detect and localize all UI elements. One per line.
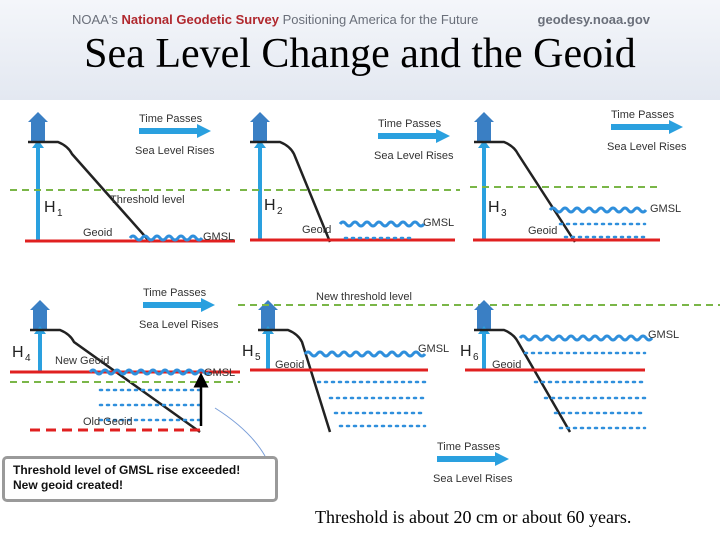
gmsl-label-2: GMSL [423, 217, 454, 229]
time-arrow-1-time: Time Passes [139, 113, 203, 125]
time-arrow-4-time: Time Passes [143, 287, 207, 299]
time-arrow-3-shaft [611, 124, 671, 130]
time-arrow-5-time: Time Passes [437, 441, 501, 453]
header-banner: NOAA's National Geodetic Survey Position… [0, 0, 720, 100]
gmsl-label-4: GMSL [204, 367, 235, 379]
threshold-callout: Threshold level of GMSL rise exceeded! N… [2, 456, 278, 502]
time-arrow-4-shaft [143, 302, 203, 308]
cliff-3 [474, 140, 577, 243]
height-label-1: H [44, 199, 56, 216]
height-label-2: H [264, 197, 276, 214]
time-arrow-1-rise: Sea Level Rises [135, 145, 215, 157]
cliff-6 [474, 328, 572, 433]
height-label-6-sub: 6 [473, 352, 479, 363]
height-arrow-2-head [254, 140, 266, 148]
caption: Threshold is about 20 cm or about 60 yea… [315, 507, 632, 527]
time-arrow-2-shaft [378, 133, 438, 139]
gmsl-wave-5 [303, 350, 427, 358]
site-url: geodesy.noaa.gov [537, 12, 650, 27]
house-icon-5 [258, 300, 278, 330]
time-arrow-4-head [201, 298, 215, 312]
time-arrow-3-head [669, 120, 683, 134]
gmsl-wave-2 [338, 220, 426, 228]
cliff-5 [258, 328, 332, 433]
height-label-2-sub: 2 [277, 206, 283, 217]
cliff-4 [30, 328, 201, 434]
new-threshold-label: New threshold level [316, 291, 412, 303]
house-icon-4 [30, 300, 50, 330]
house-icon-1 [28, 112, 48, 142]
time-arrow-2-rise: Sea Level Rises [374, 150, 454, 162]
time-arrow-1-head [197, 124, 211, 138]
agency-line: NOAA's National Geodetic Survey Position… [72, 12, 478, 27]
time-arrow-2-time: Time Passes [378, 118, 442, 130]
height-label-3: H [488, 199, 500, 216]
cliff-2 [250, 140, 332, 243]
height-label-6: H [460, 343, 472, 360]
time-arrow-3-time: Time Passes [611, 109, 675, 121]
height-label-5-sub: 5 [255, 352, 261, 363]
agency-tagline: Positioning America for the Future [282, 12, 479, 27]
new-geoid-label: New Geoid [55, 355, 109, 367]
gmsl-wave-4 [88, 368, 212, 376]
geoid-label-5: Geoid [275, 359, 304, 371]
height-arrow-1-head [32, 140, 44, 148]
old-geoid-label: Old Geoid [83, 416, 133, 428]
threshold-label: Threshold level [110, 194, 185, 206]
cliff-1 [28, 140, 151, 243]
time-arrow-3-rise: Sea Level Rises [607, 141, 687, 153]
height-label-3-sub: 3 [501, 208, 507, 219]
height-label-4: H [12, 344, 24, 361]
gmsl-label-3: GMSL [650, 203, 681, 215]
time-arrow-5-rise: Sea Level Rises [433, 473, 513, 485]
height-arrow-3-head [478, 140, 490, 148]
callout-line-2: New geoid created! [13, 478, 124, 492]
callout-line-1: Threshold level of GMSL rise exceeded! [13, 463, 241, 477]
gmsl-label-1: GMSL [203, 231, 234, 243]
geoid-label-3: Geoid [528, 225, 557, 237]
gmsl-label-6: GMSL [648, 329, 679, 341]
geoid-label-6: Geoid [492, 359, 521, 371]
time-arrow-5-shaft [437, 456, 497, 462]
height-label-1-sub: 1 [57, 208, 63, 219]
height-label-4-sub: 4 [25, 353, 31, 364]
time-arrow-5-head [495, 452, 509, 466]
callout-pointer [214, 407, 266, 457]
org-prefix: NOAA's [72, 12, 118, 27]
height-label-5: H [242, 343, 254, 360]
house-icon-2 [250, 112, 270, 142]
time-arrow-1-shaft [139, 128, 199, 134]
geoid-label-1: Geoid [83, 227, 112, 239]
gmsl-wave-3 [548, 206, 648, 214]
agency-name: National Geodetic Survey [121, 12, 279, 27]
page-title: Sea Level Change and the Geoid [84, 31, 636, 77]
gmsl-wave-1 [128, 234, 204, 242]
gmsl-label-5: GMSL [418, 343, 449, 355]
geoid-label-2: Geoid [302, 224, 331, 236]
gmsl-wave-6 [518, 334, 654, 342]
house-icon-3 [474, 112, 494, 142]
house-icon-6 [474, 300, 494, 330]
time-arrow-2-head [436, 129, 450, 143]
time-arrow-4-rise: Sea Level Rises [139, 319, 219, 331]
